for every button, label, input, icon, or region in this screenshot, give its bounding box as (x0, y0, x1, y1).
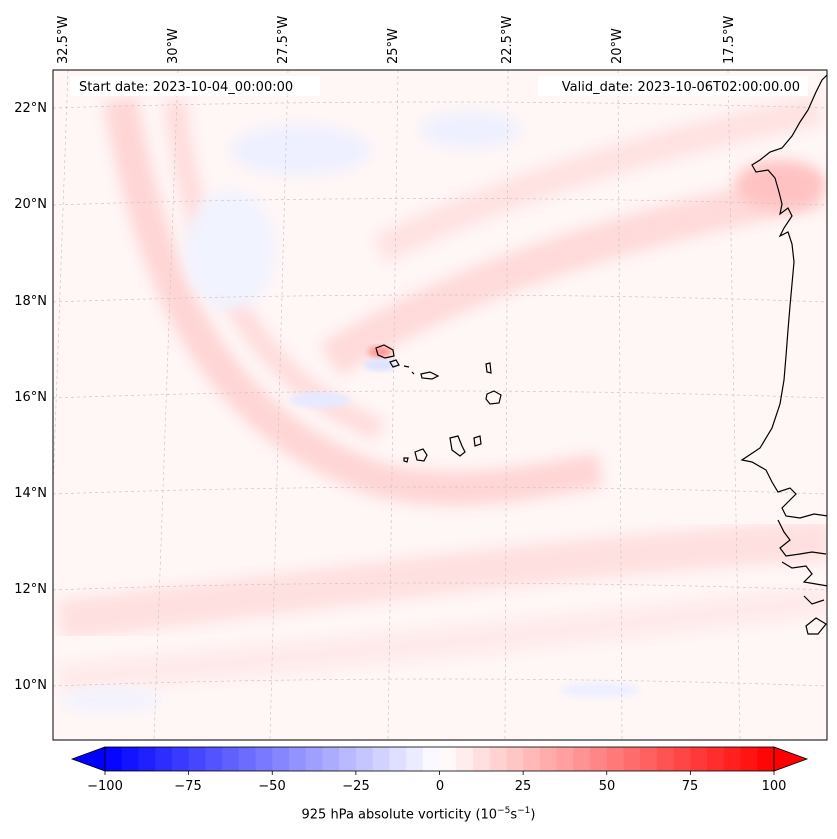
lat-label-20n: 20°N (14, 197, 47, 212)
graticule (53, 70, 827, 740)
colorbar-segment (372, 747, 390, 771)
cape-verde-islands (375, 344, 502, 463)
lat-label-14n: 14°N (14, 486, 47, 501)
colorbar-segment (656, 747, 675, 771)
start-date-label: Start date: 2023-10-04_00:00:00 (79, 80, 293, 95)
colorbar-segment (489, 747, 507, 771)
colorbar-label-exp2: −1 (517, 806, 531, 816)
start-date-box (70, 76, 320, 96)
colorbar-segment (590, 747, 608, 771)
colorbar-segment (322, 747, 340, 771)
colorbar-segment (205, 747, 223, 771)
valid-date-box (538, 76, 808, 96)
latitude-labels: 22°N 20°N 18°N 16°N 14°N 12°N 10°N (14, 101, 47, 693)
colorbar-label-prefix: 925 hPa absolute vorticity (10 (301, 807, 498, 823)
vorticity-field (53, 70, 827, 740)
colorbar-segment (355, 747, 374, 771)
colorbar-min-extend (70, 746, 106, 772)
colorbar-segment (121, 747, 140, 771)
lon-label-22-5w: 22.5°W (500, 16, 515, 64)
colorbar-segment (138, 747, 156, 771)
colorbar-segment (105, 747, 123, 771)
colorbar-segment (506, 747, 524, 771)
cbar-tick-0: 0 (436, 779, 444, 794)
colorbar-segment (171, 747, 190, 771)
cbar-tick-100: 100 (762, 779, 787, 794)
lat-label-22n: 22°N (14, 101, 47, 116)
colorbar-segment (640, 747, 658, 771)
colorbar-segment (406, 747, 424, 771)
colorbar-segment (606, 747, 625, 771)
colorbar-segment (305, 747, 324, 771)
lat-label-18n: 18°N (14, 294, 47, 309)
colorbar-segment (155, 747, 173, 771)
lon-label-25w: 25°W (386, 28, 401, 64)
colorbar-label-exp1: −5 (497, 806, 511, 816)
colorbar-segment (623, 747, 641, 771)
plot-frame (52, 69, 828, 741)
colorbar-tick-labels: −100 −75 −50 −25 0 25 50 75 100 (87, 779, 786, 794)
lat-label-10n: 10°N (14, 678, 47, 693)
valid-date-label: Valid_date: 2023-10-06T02:00:00.00 (562, 80, 800, 95)
lon-label-17-5w: 17.5°W (722, 16, 737, 64)
colorbar-segment (707, 747, 725, 771)
lon-label-32-5w: 32.5°W (56, 16, 71, 64)
colorbar-label: 925 hPa absolute vorticity (10−5s−1) (0, 806, 837, 822)
colorbar-segment (222, 747, 240, 771)
lat-label-16n: 16°N (14, 390, 47, 405)
cbar-tick-minus-75: −75 (174, 779, 201, 794)
colorbar-segment (573, 747, 591, 771)
colorbar-segment (339, 747, 357, 771)
cbar-tick-25: 25 (515, 779, 532, 794)
colorbar-segment (723, 747, 742, 771)
cbar-tick-minus-25: −25 (342, 779, 369, 794)
cbar-tick-minus-50: −50 (258, 779, 285, 794)
colorbar-label-mid: s (510, 807, 518, 823)
colorbar-segment (673, 747, 691, 771)
colorbar-segment (422, 747, 441, 771)
lon-label-30w: 30°W (166, 28, 181, 64)
colorbar-segment (255, 747, 273, 771)
colorbar-segment (690, 747, 708, 771)
colorbar-segment (238, 747, 257, 771)
colorbar-label-suffix: ) (530, 807, 536, 823)
african-coastline (740, 74, 827, 635)
colorbar (70, 746, 809, 775)
colorbar-segment (272, 747, 290, 771)
lat-label-12n: 12°N (14, 582, 47, 597)
cbar-tick-minus-100: −100 (87, 779, 123, 794)
colorbar-segment (523, 747, 541, 771)
colorbar-segment (740, 747, 758, 771)
colorbar-segment (539, 747, 558, 771)
longitude-labels: 32.5°W 30°W 27.5°W 25°W 22.5°W 20°W 17.5… (56, 16, 737, 64)
colorbar-segment (389, 747, 407, 771)
colorbar-segment (556, 747, 574, 771)
cbar-tick-75: 75 (682, 779, 699, 794)
colorbar-segment (288, 747, 307, 771)
colorbar-segment (456, 747, 474, 771)
colorbar-max-extend (773, 746, 809, 772)
colorbar-segment (757, 747, 775, 771)
lon-label-27-5w: 27.5°W (276, 16, 291, 64)
cbar-tick-50: 50 (599, 779, 616, 794)
lon-label-20w: 20°W (610, 28, 625, 64)
colorbar-segment (188, 747, 206, 771)
colorbar-segment (472, 747, 491, 771)
colorbar-segment (439, 747, 457, 771)
